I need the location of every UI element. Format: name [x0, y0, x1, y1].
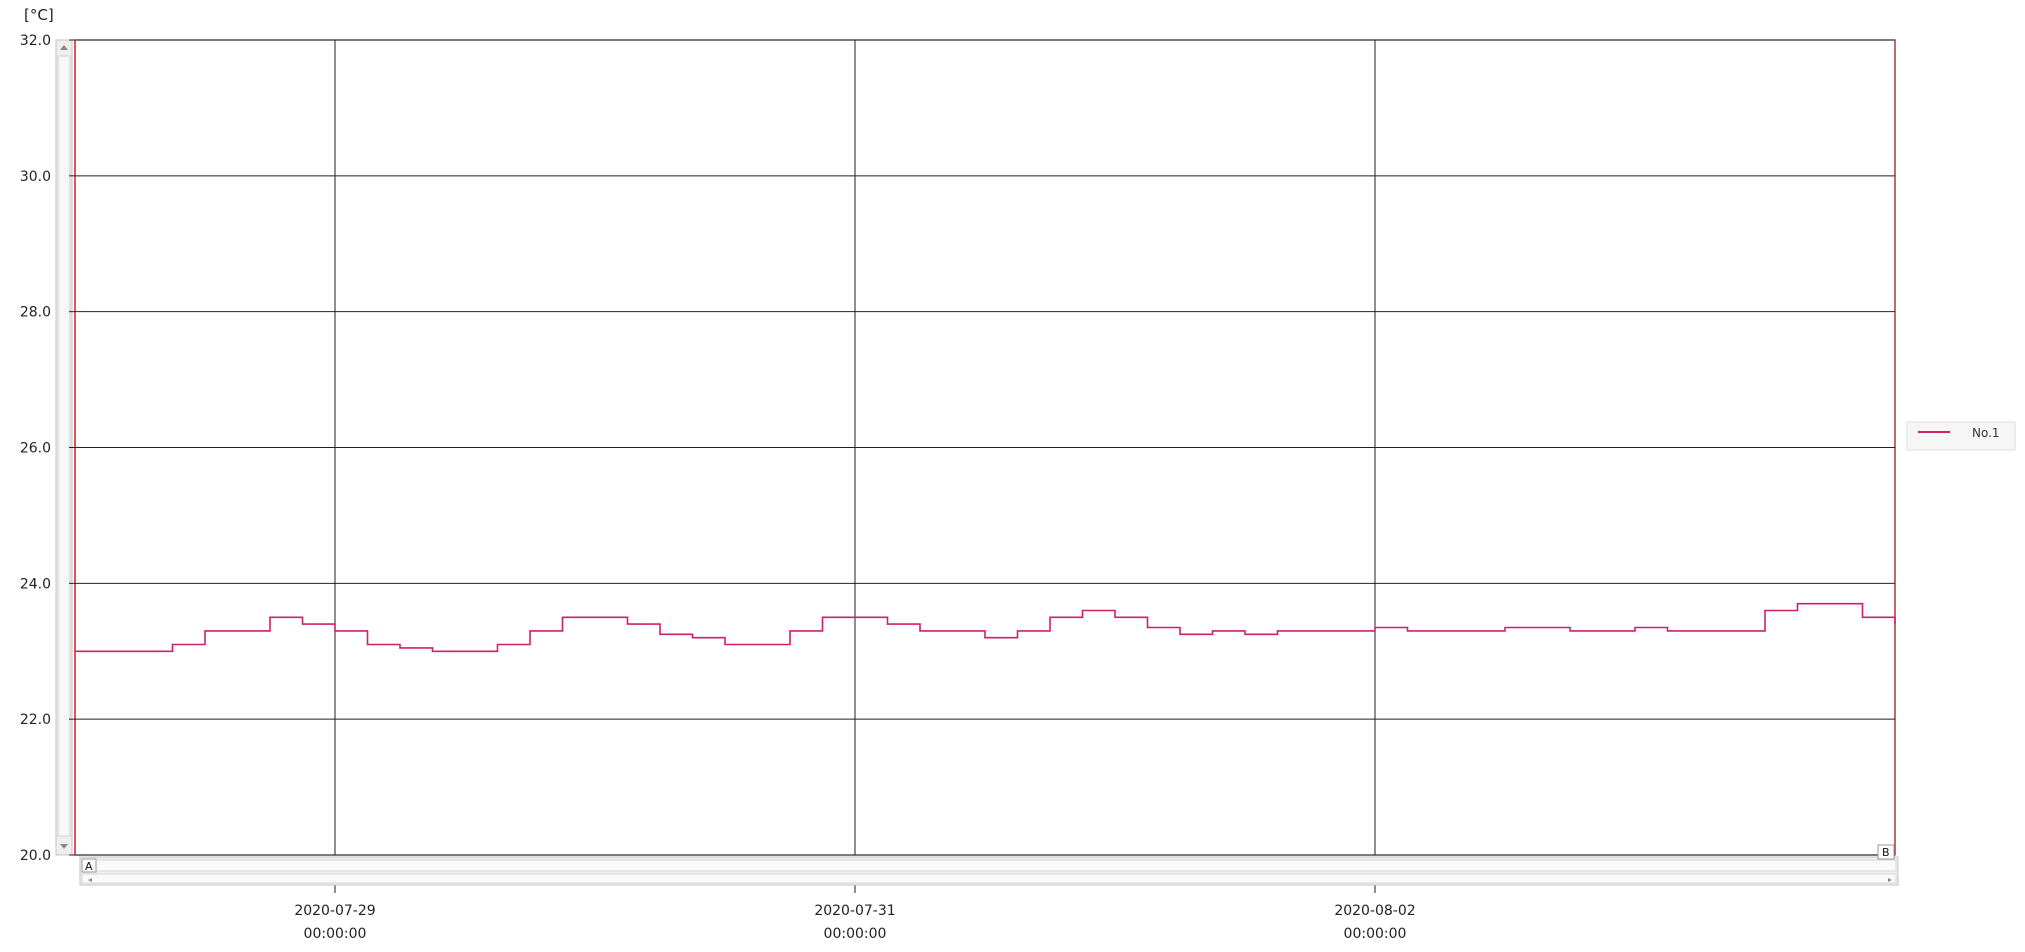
y-tick-label: 22.0: [20, 712, 51, 728]
cursor-b-marker[interactable]: [1877, 844, 1895, 860]
cursor-a-marker[interactable]: [81, 858, 97, 873]
y-tick-label: 28.0: [20, 305, 51, 321]
x-tick-time: 00:00:00: [304, 926, 367, 942]
grid-lines: [75, 40, 1895, 855]
x-tick-date: 2020-07-31: [814, 903, 895, 919]
svg-text:A: A: [85, 860, 93, 873]
x-tick-date: 2020-07-29: [294, 903, 375, 919]
series-layer: [75, 602, 1896, 653]
y-axis-unit: [°C]: [24, 6, 54, 24]
horizontal-scrollbar[interactable]: A B: [79, 844, 1899, 886]
series-line-no1: [75, 602, 1896, 653]
legend: No.1: [1906, 421, 2016, 451]
y-tick-label: 26.0: [20, 441, 51, 457]
y-tick-label: 32.0: [20, 33, 51, 49]
y-tick-label: 20.0: [20, 848, 51, 864]
scroll-down-arrow-icon[interactable]: [60, 844, 68, 849]
x-tick-date: 2020-08-02: [1334, 903, 1415, 919]
y-axis-ticks: 32.0 30.0 28.0 26.0 24.0 22.0 20.0: [20, 33, 75, 864]
legend-label-no1: No.1: [1972, 426, 2000, 440]
vertical-scrollbar[interactable]: [55, 39, 73, 856]
y-tick-label: 24.0: [20, 576, 51, 592]
x-axis-ticks: 2020-07-29 00:00:00 2020-07-31 00:00:00 2020…: [294, 885, 1416, 942]
y-tick-label: 30.0: [20, 169, 51, 185]
x-tick-time: 00:00:00: [824, 926, 887, 942]
svg-text:B: B: [1882, 846, 1890, 859]
scroll-right-arrow-icon[interactable]: [1888, 878, 1892, 882]
x-tick-time: 00:00:00: [1344, 926, 1407, 942]
scroll-up-arrow-icon[interactable]: [60, 45, 68, 50]
scroll-left-arrow-icon[interactable]: [88, 878, 92, 882]
